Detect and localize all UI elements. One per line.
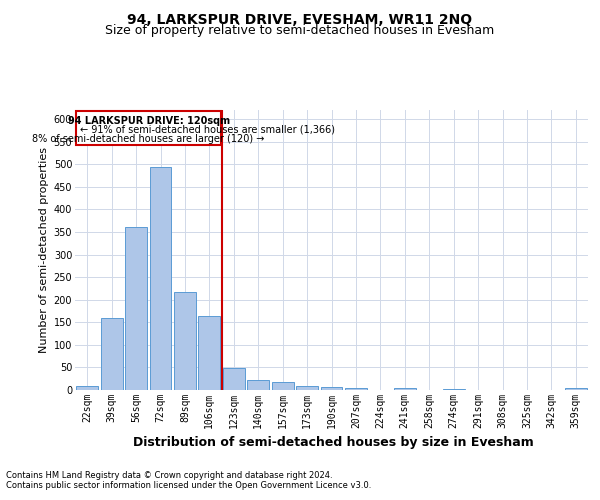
- Bar: [565, 388, 587, 390]
- Bar: [125, 226, 147, 390]
- Text: Contains HM Land Registry data © Crown copyright and database right 2024.: Contains HM Land Registry data © Crown c…: [6, 472, 332, 480]
- Bar: [199, 316, 220, 390]
- Text: Size of property relative to semi-detached houses in Evesham: Size of property relative to semi-detach…: [106, 24, 494, 37]
- Text: ← 91% of semi-detached houses are smaller (1,366): ← 91% of semi-detached houses are smalle…: [80, 125, 335, 135]
- Bar: [76, 386, 98, 390]
- Bar: [394, 388, 416, 390]
- Bar: [320, 388, 343, 390]
- Bar: [101, 318, 122, 390]
- Text: Distribution of semi-detached houses by size in Evesham: Distribution of semi-detached houses by …: [133, 436, 533, 449]
- Text: 8% of semi-detached houses are larger (120) →: 8% of semi-detached houses are larger (1…: [32, 134, 265, 144]
- Bar: [223, 368, 245, 390]
- Text: Contains public sector information licensed under the Open Government Licence v3: Contains public sector information licen…: [6, 482, 371, 490]
- Bar: [174, 292, 196, 390]
- Bar: [149, 168, 172, 390]
- Bar: [443, 388, 464, 390]
- Text: 94, LARKSPUR DRIVE, EVESHAM, WR11 2NQ: 94, LARKSPUR DRIVE, EVESHAM, WR11 2NQ: [127, 12, 473, 26]
- Text: 94 LARKSPUR DRIVE: 120sqm: 94 LARKSPUR DRIVE: 120sqm: [68, 116, 230, 126]
- Bar: [76, 111, 221, 145]
- Bar: [272, 382, 293, 390]
- Bar: [296, 386, 318, 390]
- Bar: [345, 388, 367, 390]
- Y-axis label: Number of semi-detached properties: Number of semi-detached properties: [40, 147, 49, 353]
- Bar: [247, 380, 269, 390]
